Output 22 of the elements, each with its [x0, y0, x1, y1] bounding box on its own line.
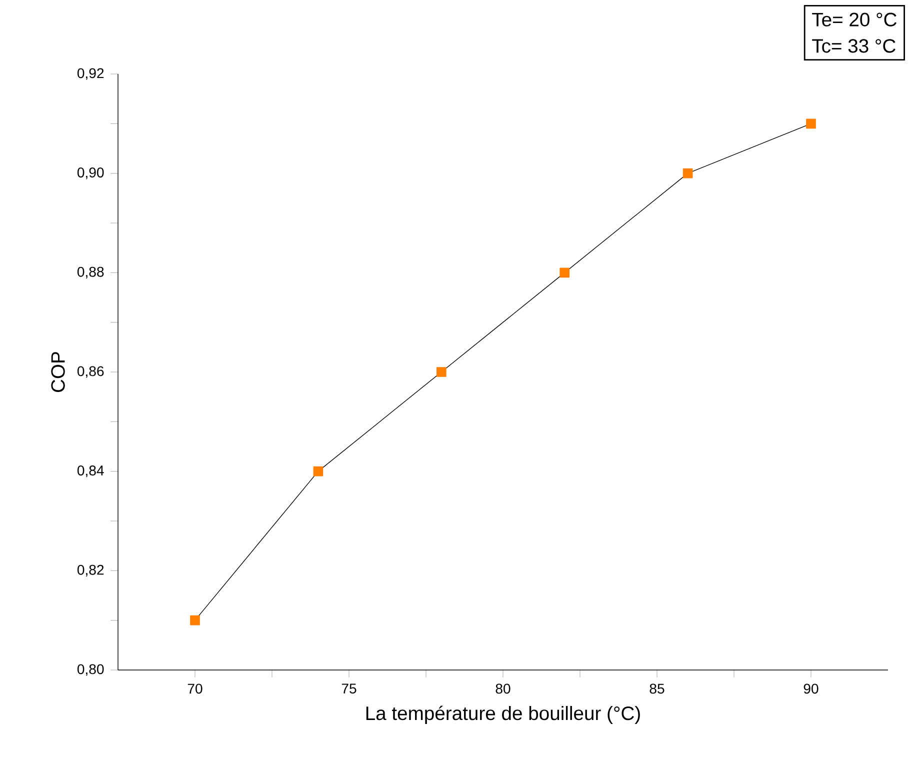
point: [806, 118, 816, 129]
x-tick-label: 90: [804, 684, 818, 694]
y-tick-label: 0,80: [77, 664, 104, 676]
x-tick-label: 85: [650, 684, 664, 694]
y-tick-label: 0,90: [77, 168, 104, 180]
point: [682, 168, 693, 178]
y-axis-title: COP: [51, 352, 65, 392]
x-tick-label: 70: [188, 684, 202, 694]
y-tick-label: 0,84: [77, 466, 104, 478]
point: [560, 268, 570, 278]
point: [190, 615, 200, 626]
y-tick-label: 0,86: [77, 366, 104, 378]
x-axis-title: La température de bouilleur (°C): [366, 706, 640, 724]
y-tick-label: 0,82: [77, 564, 104, 576]
x-tick-label: 75: [342, 684, 356, 694]
y-tick-label: 0,92: [77, 68, 104, 80]
point: [436, 367, 446, 377]
text: Tc= 33 °C: [812, 39, 896, 53]
x-tick-label: 80: [496, 684, 510, 694]
text: Te= 20 °C: [812, 12, 897, 26]
y-tick-label: 0,88: [77, 266, 104, 278]
point: [313, 466, 324, 476]
